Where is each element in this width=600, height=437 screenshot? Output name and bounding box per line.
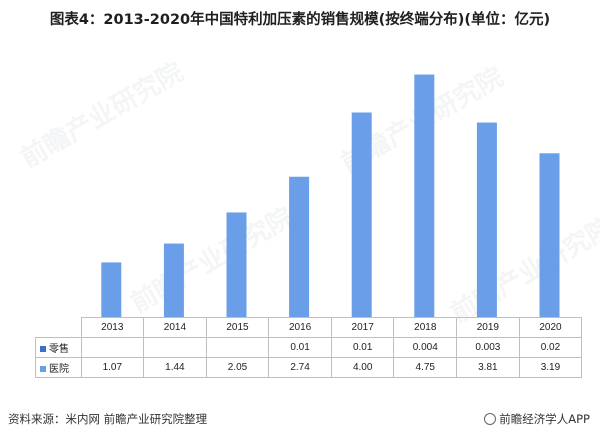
source-note: 资料来源：米内网 前瞻产业研究院整理 — [8, 412, 208, 426]
x-tick-label-2014: 2014 — [143, 317, 207, 338]
data-label-hospital-2020: 3.19 — [518, 357, 583, 378]
chart-title: 图表4：2013-2020年中国特利加压素的销售规模(按终端分布)(单位：亿元) — [49, 12, 551, 28]
data-label-hospital-2015: 2.05 — [205, 357, 270, 378]
data-table: 2013 2014 2015 2016 2017 2018 2019 2020 零售 0.01… — [35, 317, 583, 378]
legend-hospital-swatch — [40, 366, 46, 373]
data-label-retail-2013 — [80, 337, 145, 358]
data-label-retail-2017: 0.01 — [330, 337, 395, 358]
data-label-hospital-2013: 1.07 — [80, 357, 145, 378]
data-label-retail-2018: 0.004 — [393, 337, 458, 358]
app-logo-icon — [484, 413, 497, 425]
x-tick-label-2018: 2018 — [393, 317, 458, 338]
data-label-retail-2014 — [143, 337, 207, 358]
legend-hospital-label: 医院 — [49, 364, 69, 375]
bar-2018 — [414, 74, 435, 318]
x-tick-label-2015: 2015 — [205, 317, 270, 338]
table-header-row: 2013 2014 2015 2016 2017 2018 2019 2020 — [35, 317, 583, 338]
legend-retail-label: 零售 — [49, 344, 69, 355]
bar-2016 — [289, 176, 310, 317]
bar-2020 — [539, 153, 560, 317]
bar-2015 — [226, 212, 247, 317]
legend-retail-swatch — [40, 346, 46, 353]
data-label-retail-2019: 0.003 — [456, 337, 520, 358]
bar-2019 — [476, 122, 497, 317]
data-label-hospital-2014: 1.44 — [143, 357, 207, 378]
data-label-hospital-2019: 3.81 — [456, 357, 520, 378]
data-label-hospital-2016: 2.74 — [268, 357, 332, 378]
app-credit-text: 前瞻经济学人APP — [499, 412, 590, 426]
x-tick-label-2020: 2020 — [518, 317, 583, 338]
x-tick-label-2013: 2013 — [80, 317, 145, 338]
table-row-hospital: 医院 1.07 1.44 2.05 2.74 4.00 4.75 3.81 3.19 — [35, 357, 583, 378]
x-tick-label-2017: 2017 — [330, 317, 395, 338]
bar-2013 — [101, 262, 122, 317]
app-credit: 前瞻经济学人APP — [484, 411, 590, 427]
data-label-retail-2020: 0.02 — [518, 337, 583, 358]
legend-hospital: 医院 — [35, 357, 82, 378]
data-label-retail-2015 — [205, 337, 270, 358]
x-tick-label-2019: 2019 — [456, 317, 520, 338]
bar-2017 — [351, 112, 372, 318]
data-label-hospital-2018: 4.75 — [393, 357, 458, 378]
x-tick-label-2016: 2016 — [268, 317, 332, 338]
legend-retail: 零售 — [35, 337, 82, 358]
data-label-hospital-2017: 4.00 — [330, 357, 395, 378]
bar-2014 — [163, 243, 184, 317]
bars-group — [101, 74, 560, 318]
data-label-retail-2016: 0.01 — [268, 337, 332, 358]
table-row-retail: 零售 0.01 0.01 0.004 0.003 0.02 — [35, 337, 583, 358]
table-corner-cell — [35, 317, 82, 338]
